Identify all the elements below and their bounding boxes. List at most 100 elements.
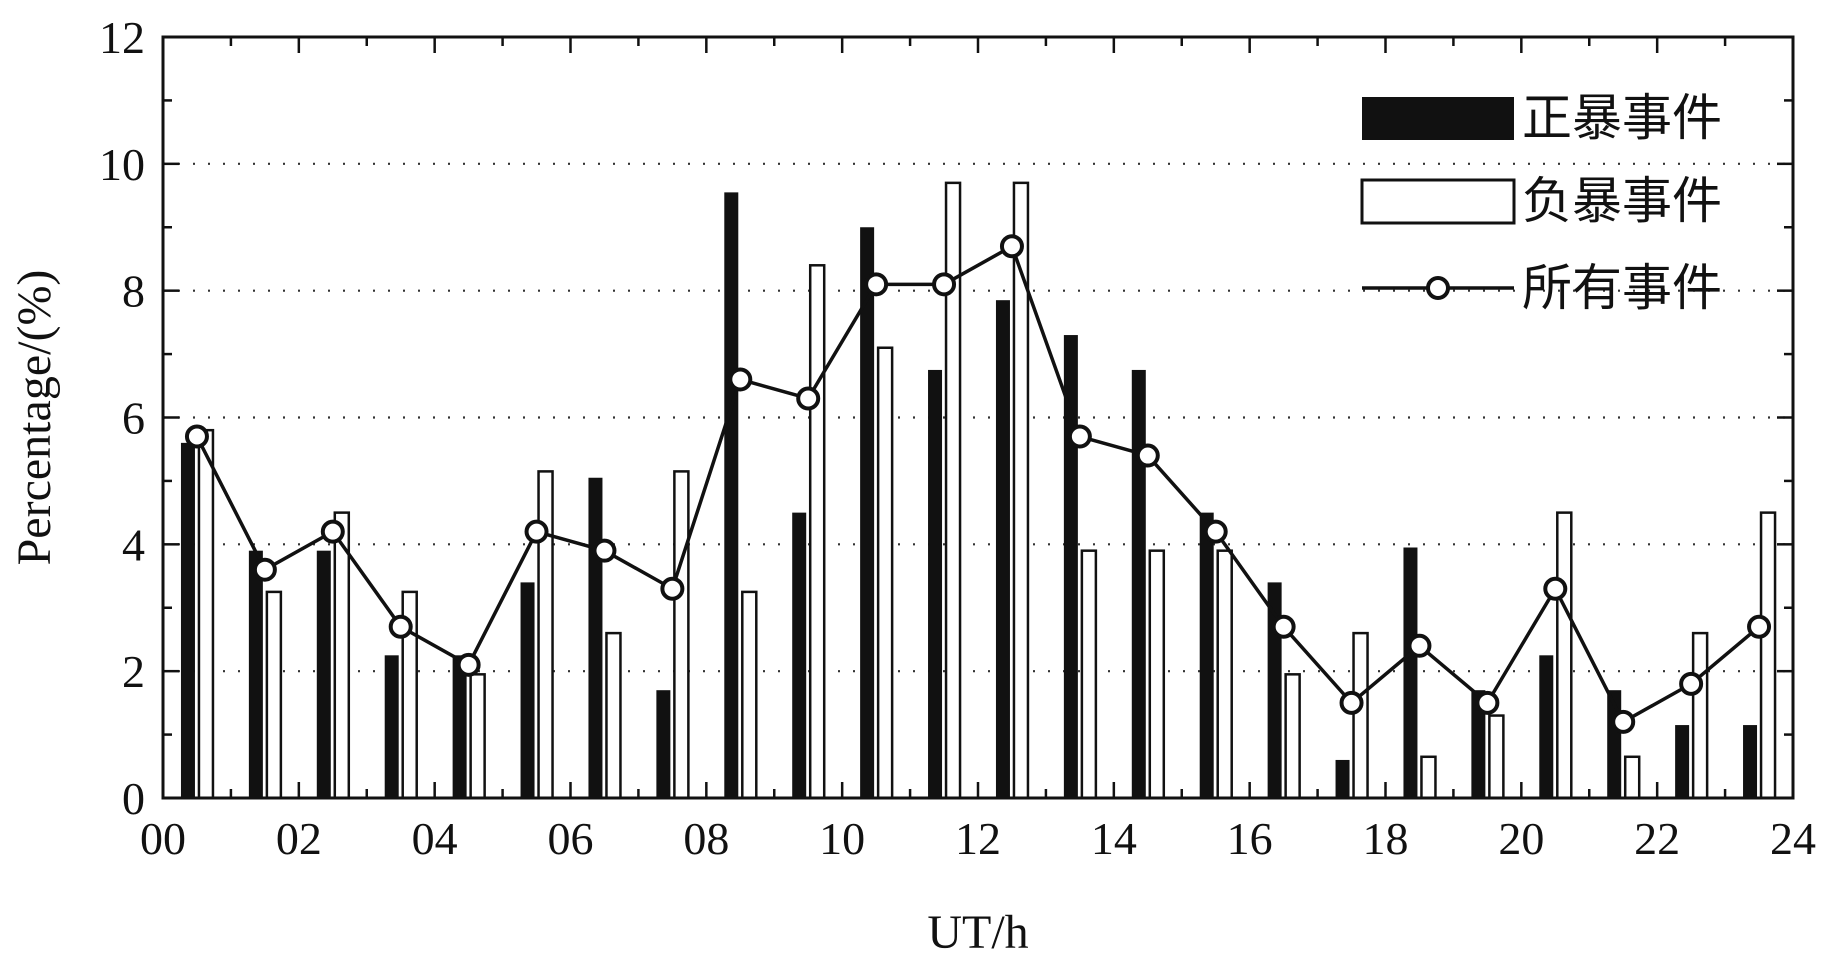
point-all-events: [184, 424, 209, 449]
bar-positive: [1131, 369, 1146, 798]
bar-negative: [197, 428, 215, 800]
x-tick-label: 06: [548, 813, 594, 864]
bar-positive: [1063, 335, 1078, 798]
x-tick-label: 12: [955, 813, 1001, 864]
x-tick-label: 08: [683, 813, 729, 864]
y-tick-label: 2: [122, 646, 145, 697]
y-tick-label: 0: [122, 773, 145, 824]
x-axis-title: UT/h: [927, 906, 1028, 959]
x-tick-label: 04: [412, 813, 458, 864]
point-all-events: [1679, 671, 1704, 696]
point-all-events: [1475, 690, 1500, 715]
bar-negative: [673, 470, 690, 800]
axis-ticks: [161, 35, 1795, 800]
bar-positive: [928, 369, 943, 798]
bar-negative: [469, 673, 486, 800]
bar-negative: [605, 631, 622, 800]
line-all-events: [195, 243, 1761, 725]
bar-positive: [1335, 759, 1350, 798]
legend-swatch-positive: [1362, 97, 1514, 140]
x-tick-labels: 00 02 04 06 08 10 12 14 16 18 20 22 24: [140, 813, 1816, 864]
bar-negative: [808, 264, 826, 800]
point-all-events: [728, 367, 753, 392]
point-all-events: [932, 272, 957, 297]
point-all-events: [524, 519, 549, 544]
bar-positive: [1199, 512, 1214, 798]
bar-negative: [1148, 549, 1166, 800]
y-tick-label: 4: [122, 519, 145, 570]
legend-label-all: 所有事件: [1522, 260, 1722, 316]
y-tick-label: 10: [99, 139, 145, 190]
point-all-events: [1543, 576, 1568, 601]
bar-negative: [1420, 755, 1437, 800]
x-tick-label: 22: [1634, 813, 1680, 864]
point-all-events: [660, 576, 685, 601]
bar-positive: [1539, 655, 1554, 798]
point-all-events: [320, 519, 345, 544]
bar-positive: [1675, 725, 1690, 798]
legend-swatch-negative: [1360, 178, 1516, 225]
bar-negative: [333, 511, 351, 800]
bar-negative: [1080, 549, 1098, 800]
x-tick-label: 14: [1091, 813, 1137, 864]
bar-negative: [1556, 511, 1573, 800]
x-tick-label: 16: [1227, 813, 1273, 864]
point-all-events: [592, 538, 617, 563]
point-all-events: [252, 557, 277, 582]
point-all-events: [1407, 633, 1432, 658]
x-tick-label: 18: [1363, 813, 1409, 864]
legend-swatch-all-marker: [1426, 276, 1450, 300]
y-tick-label: 8: [122, 266, 145, 317]
bar-positive: [1471, 690, 1486, 798]
x-tick-label: 10: [819, 813, 865, 864]
bar-positive: [656, 690, 671, 798]
bar-positive: [995, 300, 1010, 798]
x-tick-label: 24: [1770, 813, 1816, 864]
bar-positive: [1403, 547, 1418, 798]
bar-positive: [452, 655, 467, 798]
point-all-events: [1067, 424, 1092, 449]
bar-negative: [1623, 755, 1641, 800]
legend-label-negative: 负暴事件: [1522, 173, 1722, 229]
bar-negative: [1352, 631, 1369, 800]
bar-positive: [180, 442, 195, 798]
bar-negative: [876, 346, 894, 800]
y-tick-labels: 0 2 4 6 8 10 12: [99, 12, 145, 824]
positive-storm-bars: [180, 192, 1758, 798]
point-all-events: [1135, 443, 1160, 468]
bar-negative: [1284, 673, 1301, 800]
legend-label-positive: 正暴事件: [1522, 90, 1722, 146]
x-tick-label: 02: [276, 813, 322, 864]
bar-positive: [860, 227, 875, 798]
point-all-events: [1747, 614, 1772, 639]
all-events-line: [184, 234, 1772, 734]
bar-positive: [1743, 725, 1758, 798]
legend: 正暴事件 负暴事件 所有事件: [1360, 90, 1722, 316]
point-all-events: [864, 272, 889, 297]
bar-negative: [1759, 511, 1777, 800]
bar-negative: [1488, 714, 1505, 800]
bar-positive: [248, 550, 263, 798]
point-all-events: [796, 386, 821, 411]
x-tick-label: 20: [1498, 813, 1544, 864]
bar-negative: [265, 590, 283, 800]
grid-lines: [163, 162, 1793, 673]
bar-positive: [316, 550, 331, 798]
y-tick-label: 12: [99, 12, 145, 63]
y-tick-label: 6: [122, 393, 145, 444]
point-all-events: [388, 614, 413, 639]
bar-negative: [1691, 631, 1709, 800]
point-all-events: [456, 652, 481, 677]
x-tick-label: 00: [140, 813, 186, 864]
bar-positive: [384, 655, 399, 798]
point-all-events: [1611, 709, 1636, 734]
point-all-events: [1203, 519, 1228, 544]
bar-positive: [724, 192, 739, 798]
point-all-events: [1339, 690, 1364, 715]
y-axis-title: Percentage/(%): [8, 270, 61, 566]
point-all-events: [1271, 614, 1296, 639]
bar-positive: [520, 582, 535, 798]
point-all-events: [999, 234, 1024, 259]
bar-positive: [792, 512, 807, 798]
